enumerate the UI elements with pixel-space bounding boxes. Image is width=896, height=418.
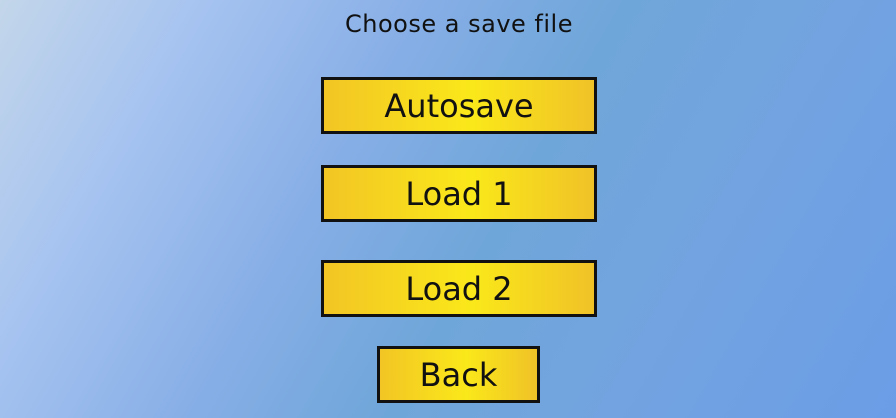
load-2-button[interactable]: Load 2 [321, 260, 597, 317]
back-button-label: Back [419, 355, 498, 394]
load-1-button-label: Load 1 [405, 174, 513, 213]
load-2-button-label: Load 2 [405, 269, 513, 308]
autosave-button[interactable]: Autosave [321, 77, 597, 134]
load-1-button[interactable]: Load 1 [321, 165, 597, 222]
page-title: Choose a save file [345, 10, 573, 38]
autosave-button-label: Autosave [384, 86, 534, 125]
back-button[interactable]: Back [377, 346, 540, 403]
